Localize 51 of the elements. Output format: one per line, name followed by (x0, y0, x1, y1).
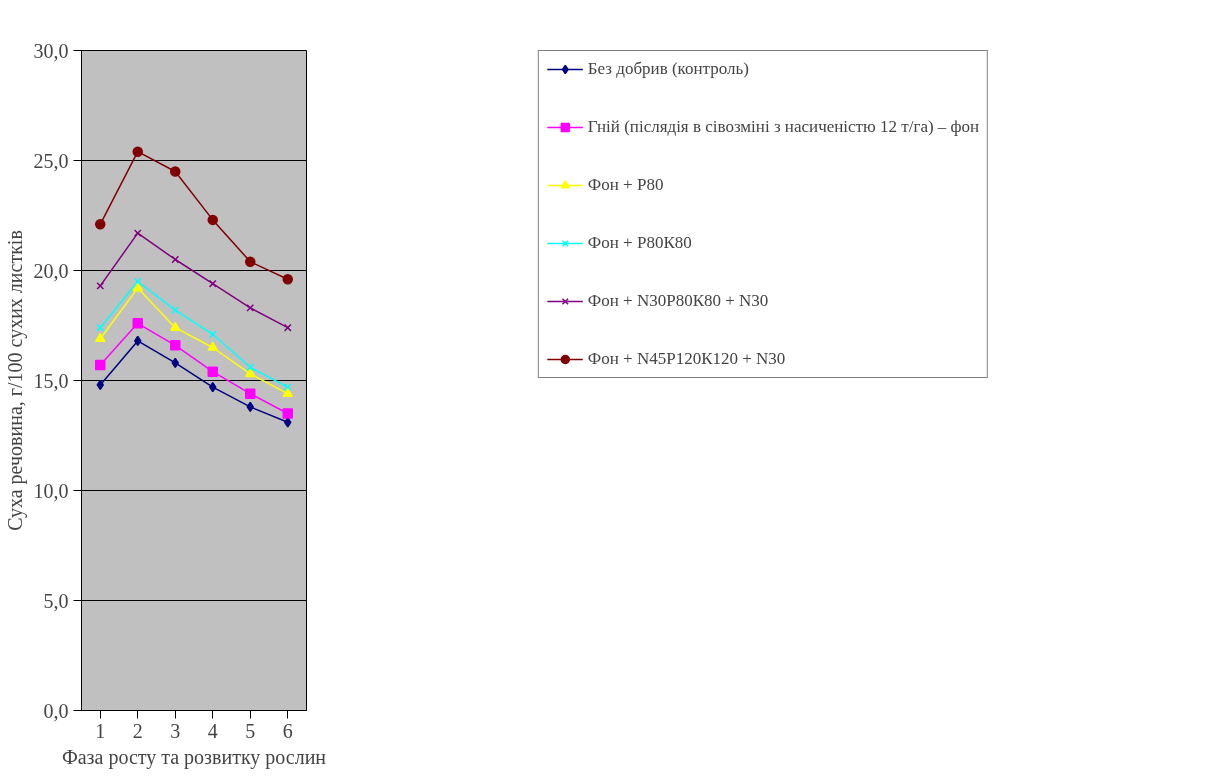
y-tick-label: 5,0 (43, 589, 69, 612)
point (245, 256, 256, 267)
point (246, 303, 255, 312)
point (245, 388, 256, 399)
x-tick-label: 4 (207, 719, 218, 742)
point (96, 281, 105, 290)
y-tick-label: 0,0 (43, 699, 69, 722)
point (208, 279, 217, 288)
point (171, 255, 180, 264)
point (132, 282, 143, 292)
legend-label: Фон + Р80 (587, 175, 664, 195)
point (132, 146, 143, 157)
point (95, 219, 106, 230)
point (132, 318, 143, 329)
legend-label: Фон + Р80К80 (587, 233, 692, 253)
point (170, 166, 181, 177)
y-tick-label: 15,0 (33, 369, 69, 392)
y-tick-label: 20,0 (33, 259, 69, 282)
x-tick-label: 2 (132, 719, 143, 742)
point (246, 363, 255, 372)
point (283, 383, 292, 392)
legend-label: Фон + N45Р120К120 + N30 (587, 349, 786, 369)
point (245, 367, 256, 378)
point (96, 323, 105, 332)
point (170, 340, 181, 351)
point (95, 359, 106, 371)
point (171, 306, 180, 315)
point (207, 341, 218, 351)
legend-label: Гній (післядія в сівозміні з насиченістю 12 т/га) – фон (587, 117, 980, 137)
point (207, 214, 218, 226)
point (282, 408, 293, 419)
point (282, 274, 293, 285)
x-axis-title: Фаза росту та розвитку рослин (61, 745, 327, 769)
x-tick-label: 5 (245, 719, 256, 742)
y-axis-title: Суха речовина, г/100 сухих листків (3, 230, 27, 531)
y-tick-label: 25,0 (33, 149, 69, 172)
x-tick-label: 3 (170, 719, 181, 742)
point (95, 332, 106, 343)
point (282, 387, 293, 398)
point (170, 321, 181, 332)
point (133, 277, 142, 286)
y-tick-label: 30,0 (33, 39, 69, 62)
point (207, 366, 218, 377)
x-tick-label: 1 (95, 719, 106, 742)
legend-label: Фон + N30Р80К80 + N30 (587, 291, 769, 311)
point (283, 323, 292, 332)
point (208, 330, 217, 339)
x-tick-label: 6 (282, 719, 293, 742)
legend-label: Без добрив (контроль) (587, 59, 749, 79)
point (284, 417, 292, 428)
y-tick-label: 10,0 (33, 479, 69, 502)
